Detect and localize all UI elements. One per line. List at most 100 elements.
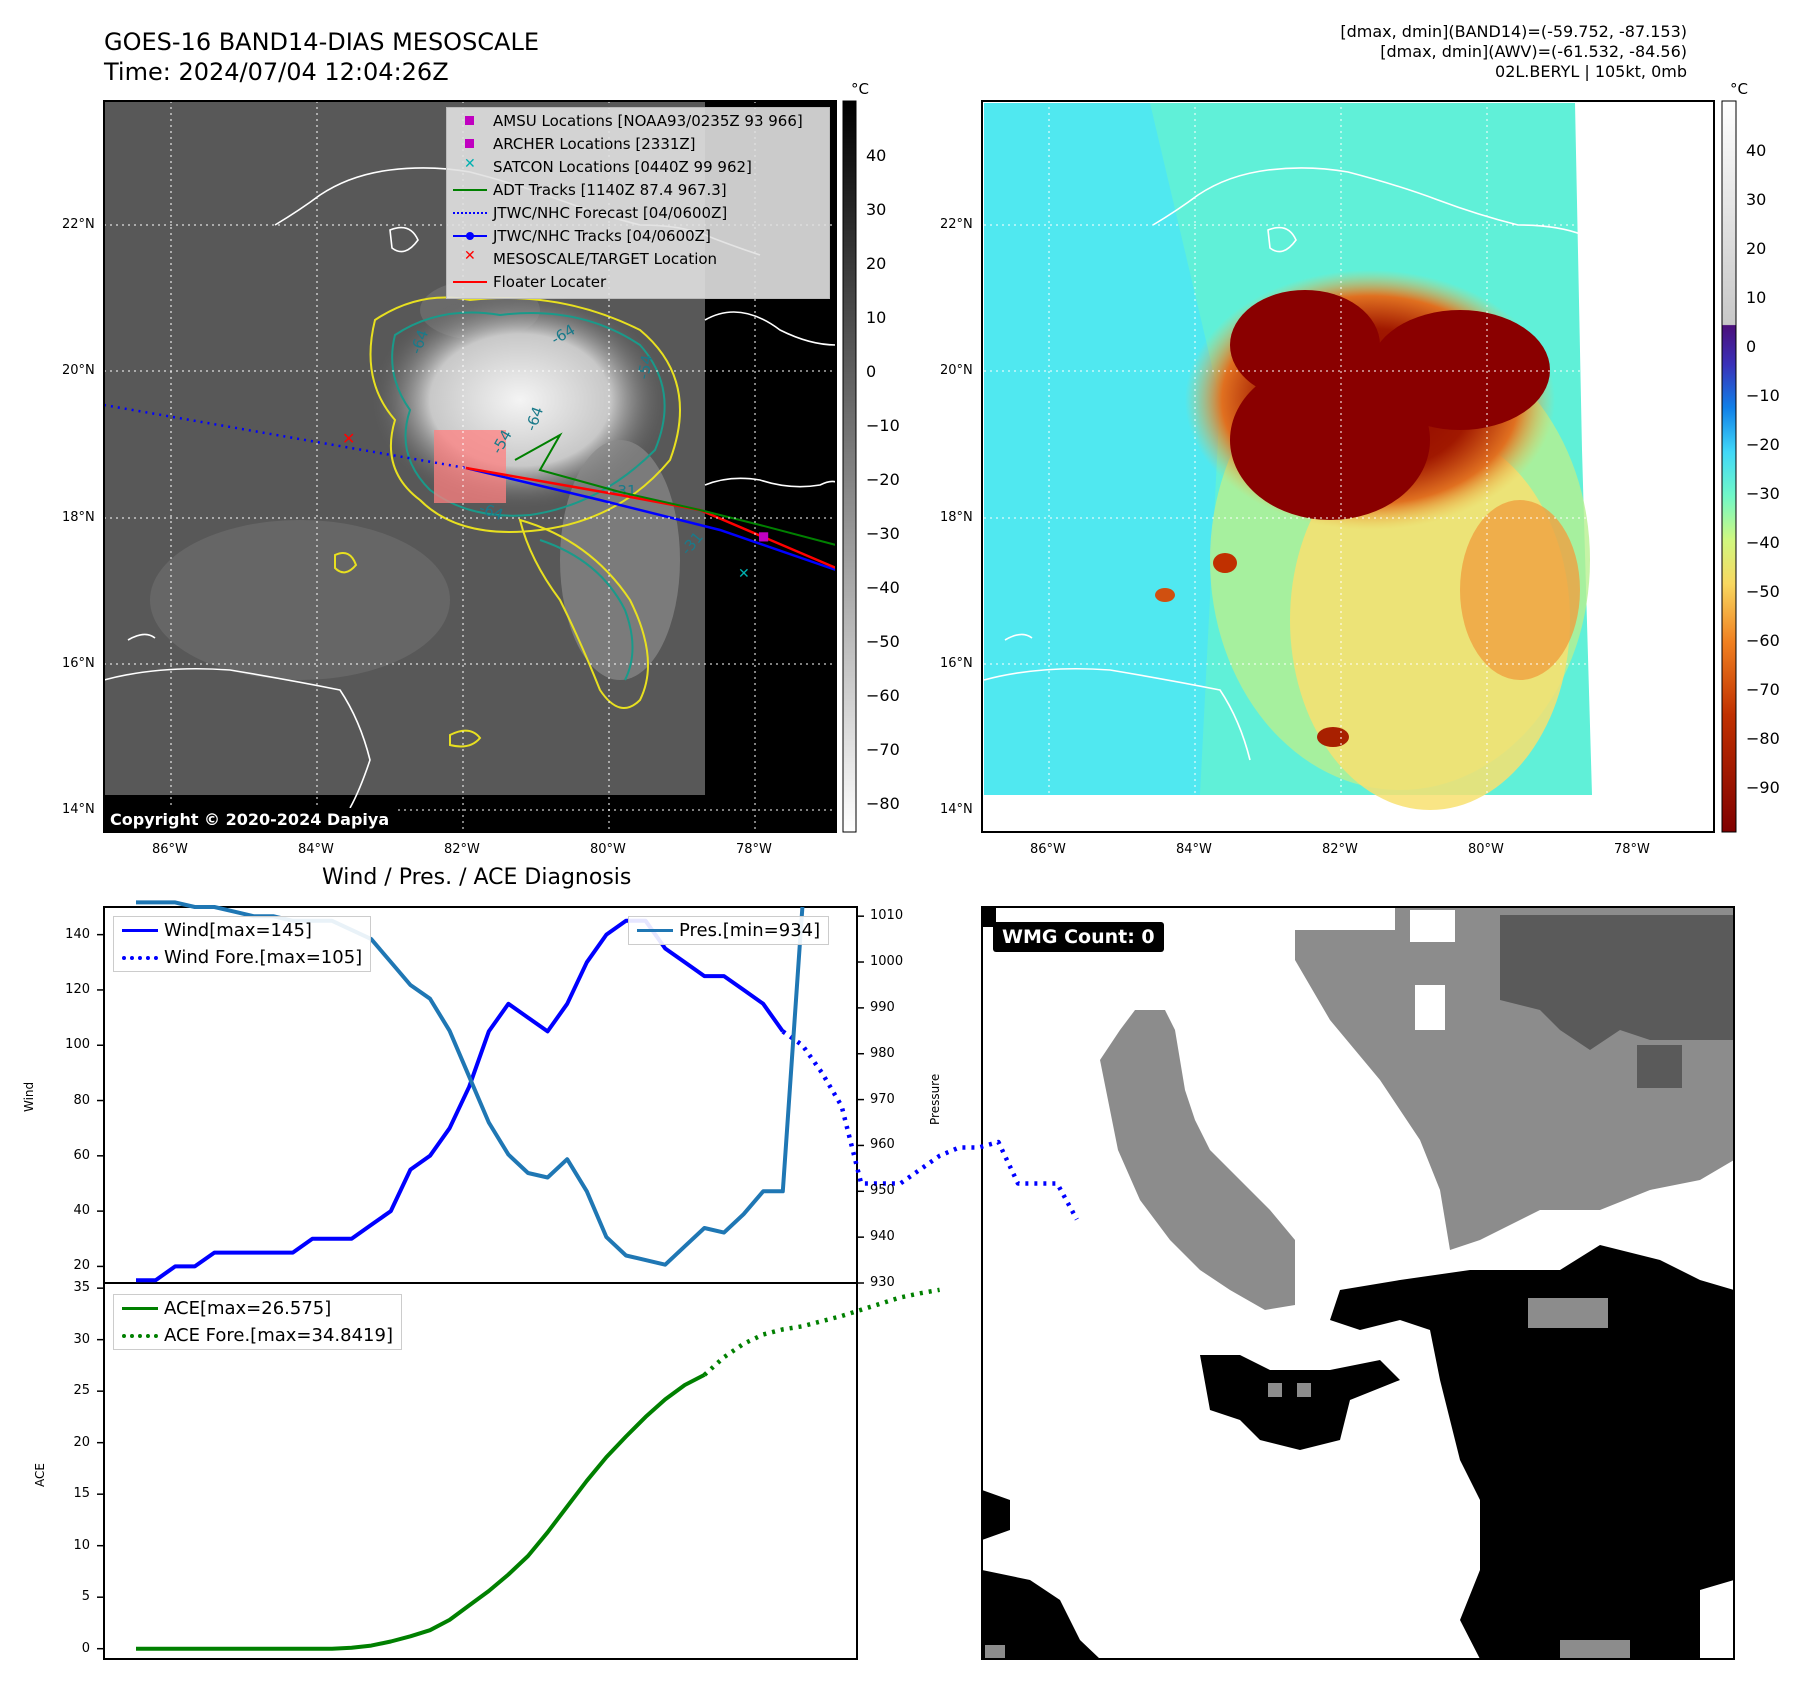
awv-coastline-bay-islands (1004, 633, 1033, 641)
awv-cb-tick-40: 40 (1746, 141, 1767, 160)
wmg-black-region-east (1330, 1245, 1734, 1659)
legend-item-floater: Floater Locater (447, 271, 606, 293)
stats-line1: [dmax, dmin](BAND14)=(-59.752, -87.153) (1340, 22, 1687, 41)
legend-ace-fore: ACE Fore.[max=34.8419] (114, 1322, 401, 1349)
title-line1: GOES-16 BAND14-DIAS MESOSCALE (104, 28, 540, 56)
series-ace-forecast (702, 1287, 940, 1377)
coastline-jamaica (704, 477, 837, 488)
pressure-ytick-960: 960 (870, 1137, 895, 1153)
mesoscale-target-box (434, 430, 506, 503)
legend-ace: ACE[max=26.575] (114, 1295, 401, 1322)
wmg-black-region-center (1200, 1355, 1400, 1450)
ir-lon-82: 82°W (444, 842, 480, 857)
awv-lat-14: 14°N (940, 802, 973, 817)
contour-rainband-teal (539, 539, 634, 681)
wmg-gray-dot-1 (1268, 1383, 1282, 1397)
awv-cell-3 (1317, 727, 1349, 747)
coastline-bay-islands (127, 633, 156, 641)
ir-cb-tick-m20: −20 (866, 470, 900, 489)
pressure-ytick-970: 970 (870, 1091, 895, 1107)
ir-cb-tick-30: 30 (866, 200, 887, 219)
ace-ytick-20: 20 (73, 1434, 90, 1450)
contour-rainband-yellow (518, 518, 649, 709)
awv-cb-tick-m20: −20 (1746, 435, 1780, 454)
stats-line2: [dmax, dmin](AWV)=(-61.532, -84.56) (1380, 42, 1687, 61)
ace-ytick-30: 30 (73, 1331, 90, 1347)
ace-ytick-5: 5 (81, 1589, 90, 1605)
wmg-frame (981, 906, 1735, 1660)
ir-lon-86: 86°W (152, 842, 188, 857)
ir-lat-14: 14°N (62, 802, 95, 817)
legend-item-amsu: AMSU Locations [NOAA93/0235Z 93 966] (447, 110, 803, 132)
ir-cb-tick-40: 40 (866, 146, 887, 165)
ace-plot (97, 1287, 940, 1651)
legend-pressure: Pres.[min=934] (629, 917, 828, 944)
amsu-marker: ■ (758, 529, 769, 543)
awv-coastline-isla-juventud (1267, 226, 1297, 253)
awv-cb-tick-m70: −70 (1746, 680, 1780, 699)
ir-cb-tick-m60: −60 (866, 686, 900, 705)
awv-cb-tick-m80: −80 (1746, 729, 1780, 748)
wind-ytick-120: 120 (65, 981, 90, 997)
contour-teal (391, 311, 666, 517)
wmg-black-corner (982, 907, 996, 927)
ace-ylabel: ACE (33, 1463, 47, 1487)
series-wind-forecast (781, 1029, 1079, 1221)
awv-gridlines (984, 101, 1592, 795)
stats-block: [dmax, dmin](BAND14)=(-59.752, -87.153) … (1340, 22, 1687, 82)
awv-cb-tick-20: 20 (1746, 239, 1767, 258)
series-pressure (136, 900, 805, 1267)
track-jtwc (465, 466, 837, 572)
stats-line3: 02L.BERYL | 105kt, 0mb (1495, 62, 1687, 81)
pressure-ytick-990: 990 (870, 999, 895, 1015)
awv-lon-82: 82°W (1322, 842, 1358, 857)
title-line2: Time: 2024/07/04 12:04:26Z (104, 58, 449, 86)
awv-colorbar (1721, 100, 1737, 833)
ir-lon-78: 78°W (736, 842, 772, 857)
ace-ytick-0: 0 (81, 1640, 90, 1656)
ir-cb-tick-m30: −30 (866, 524, 900, 543)
awv-lon-86: 86°W (1030, 842, 1066, 857)
ir-lon-84: 84°W (298, 842, 334, 857)
ir-cloud-field (150, 520, 450, 680)
ace-chart-frame (103, 1282, 858, 1660)
awv-coastline-hispaniola (1582, 313, 1621, 321)
wmg-black-edge-1 (982, 1490, 1010, 1540)
ace-legend: ACE[max=26.575] ACE Fore.[max=34.8419] (113, 1294, 402, 1350)
pressure-ylabel: Pressure (928, 1073, 942, 1125)
ir-colorbar-unit: °C (851, 80, 869, 98)
awv-storm-east (1370, 310, 1550, 430)
wind-ytick-140: 140 (65, 926, 90, 942)
ir-cb-tick-m80: −80 (866, 794, 900, 813)
ir-lon-80: 80°W (590, 842, 626, 857)
awv-cb-tick-m30: −30 (1746, 484, 1780, 503)
awv-cb-tick-m90: −90 (1746, 778, 1780, 797)
diagnosis-title: Wind / Pres. / ACE Diagnosis (322, 865, 632, 890)
wmg-gray-dot-2 (1297, 1383, 1311, 1397)
awv-cb-tick-m40: −40 (1746, 533, 1780, 552)
legend-item-satcon: ✕ SATCON Locations [0440Z 99 962] (464, 156, 752, 176)
wmg-count-label: WMG Count: 0 (993, 922, 1164, 952)
awv-colorbar-unit: °C (1730, 80, 1748, 98)
coastline-isla-juventud (389, 226, 419, 253)
ace-ytick-35: 35 (73, 1280, 90, 1296)
awv-cb-tick-30: 30 (1746, 190, 1767, 209)
ir-lat-16: 16°N (62, 656, 95, 671)
copyright-label: Copyright © 2020-2024 Dapiya (104, 808, 396, 831)
legend-item-archer: ARCHER Locations [2331Z] (447, 133, 696, 155)
awv-cb-tick-10: 10 (1746, 288, 1767, 307)
wmg-gray-patch-2 (1560, 1640, 1630, 1659)
ir-cb-tick-10: 10 (866, 308, 887, 327)
awv-storm-north (1230, 290, 1380, 400)
contour-label-3: -54 (634, 353, 656, 380)
wind-legend: Wind[max=145] Wind Fore.[max=105] (113, 916, 372, 972)
legend-item-jtwc-forecast: JTWC/NHC Forecast [04/0600Z] (447, 202, 727, 224)
wmg-dark-gray-region (1500, 915, 1734, 1050)
awv-cb-tick-m60: −60 (1746, 631, 1780, 650)
ir-cb-tick-m50: −50 (866, 632, 900, 651)
legend-item-jtwc-tracks: JTWC/NHC Tracks [04/0600Z] (447, 225, 711, 247)
contour-small-1 (449, 729, 482, 748)
awv-lon-78: 78°W (1614, 842, 1650, 857)
wind-ytick-40: 40 (73, 1203, 90, 1219)
coastline-honduras (103, 667, 371, 809)
